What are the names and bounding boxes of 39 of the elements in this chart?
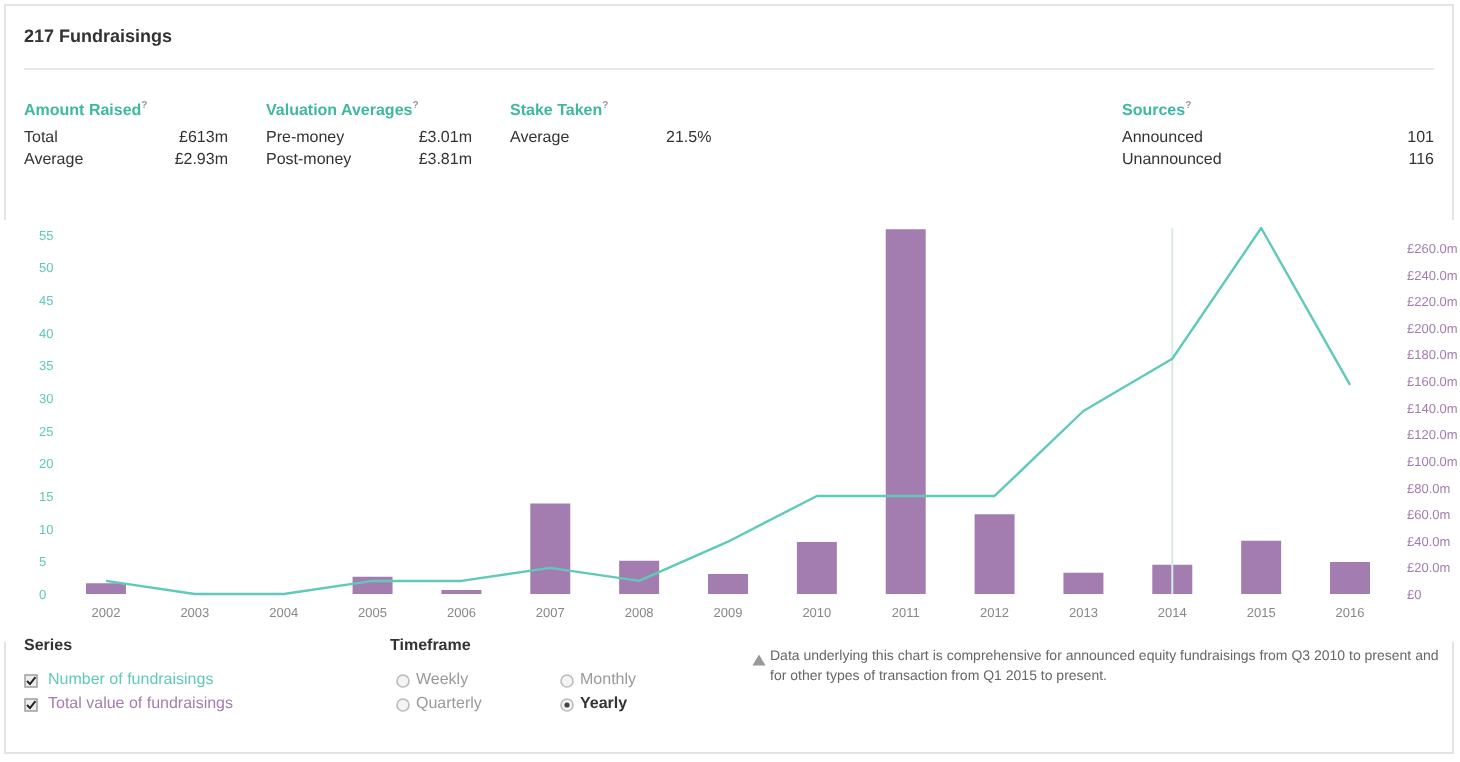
- text: Total: [24, 128, 58, 148]
- text: £2.93m: [174, 150, 228, 170]
- text: Post-money: [266, 150, 352, 170]
- text: 21.5%: [666, 128, 712, 148]
- text: Yearly: [580, 694, 628, 714]
- bar: [619, 560, 660, 594]
- text: 101: [1407, 128, 1434, 148]
- text: £3.81m: [418, 150, 472, 170]
- bar: [974, 514, 1015, 594]
- text: Average: [510, 128, 570, 148]
- bar: [708, 574, 748, 594]
- text: Pre-money: [266, 128, 345, 148]
- bar: [530, 503, 571, 594]
- text: Amount Raised$^{?}$: [24, 98, 148, 122]
- text: Average: [24, 150, 84, 170]
- chart-title: 217 Fundraisings: [24, 26, 173, 46]
- text: £613m: [179, 128, 228, 148]
- text: Weekly: [416, 670, 469, 690]
- bar: [1152, 564, 1193, 594]
- bar: [1063, 572, 1104, 594]
- text: Number of fundraisings: [48, 670, 214, 690]
- bar: [85, 583, 126, 594]
- text: £3.01m: [418, 128, 472, 148]
- text: Total value of fundraisings: [48, 694, 233, 714]
- text: Timeframe: [390, 636, 471, 656]
- text: Unannounced: [1122, 150, 1222, 170]
- bar: [885, 229, 926, 594]
- text: Announced: [1122, 128, 1203, 148]
- text: Monthly: [580, 670, 637, 690]
- text: Stake Taken$^{?}$: [510, 98, 609, 122]
- bar: [1241, 540, 1282, 594]
- bar: [796, 542, 837, 594]
- line-series: [104, 226, 1352, 596]
- text: 116: [1408, 150, 1434, 170]
- text: Valuation Averages$^{?}$: [266, 98, 419, 122]
- text: Series: [24, 636, 73, 656]
- bar: [1330, 562, 1371, 594]
- text: Quarterly: [416, 694, 482, 714]
- source-note: Sources$^{?}$: [1122, 98, 1192, 122]
